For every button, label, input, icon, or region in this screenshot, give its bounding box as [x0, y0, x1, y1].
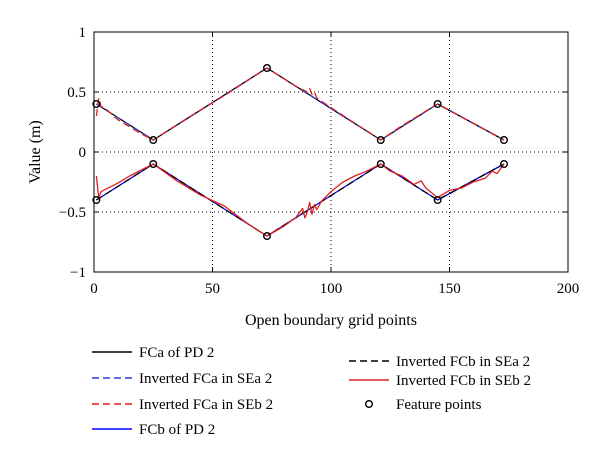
y-tick-label: −1 — [70, 265, 86, 281]
series-line-inverted-fcb-in-sea-2 — [96, 163, 505, 237]
series-line-fca-of-pd-2 — [96, 67, 505, 141]
x-tick-label: 0 — [90, 281, 98, 297]
feature-point — [149, 135, 158, 144]
legend-label: Inverted FCa in SEa 2 — [139, 371, 272, 387]
x-tick-label: 50 — [205, 281, 220, 297]
legend-item-inverted-fcb-in-sea-2: Inverted FCb in SEa 2 — [349, 354, 530, 370]
feature-point — [500, 135, 509, 144]
legend-label: Inverted FCb in SEb 2 — [396, 373, 531, 389]
legend-item-inverted-fca-in-seb-2: Inverted FCa in SEb 2 — [92, 397, 273, 413]
x-axis-label: Open boundary grid points — [245, 312, 417, 329]
series-line-inverted-fcb-in-seb-2 — [95, 163, 505, 237]
legend-label: Inverted FCa in SEb 2 — [139, 397, 273, 413]
legend-item-feature-points: Feature points — [365, 397, 482, 413]
series-group — [92, 63, 509, 240]
y-tick-label: −0.5 — [59, 205, 86, 221]
legend-label: Inverted FCb in SEa 2 — [396, 354, 530, 370]
series-line-inverted-fca-in-sea-2 — [96, 67, 505, 141]
axis-ticks: 0 50 100 150 200 1 0.5 0 −0.5 −1 — [59, 25, 579, 297]
legend-item-inverted-fcb-in-seb-2: Inverted FCb in SEb 2 — [349, 373, 531, 389]
legend-item-fcb-of-pd-2: FCb of PD 2 — [92, 422, 215, 438]
feature-point — [376, 159, 385, 168]
feature-point — [92, 195, 101, 204]
legend-label: FCa of PD 2 — [139, 345, 214, 361]
legend-label: Feature points — [396, 397, 482, 413]
series-line-inverted-fca-in-seb-2 — [95, 67, 505, 141]
x-tick-label: 200 — [557, 281, 580, 297]
series-line-fcb-of-pd-2 — [96, 163, 505, 237]
x-tick-label: 150 — [438, 281, 461, 297]
legend: FCa of PD 2 Inverted FCa in SEa 2 Inverted… — [92, 345, 531, 438]
legend-marker — [365, 400, 374, 409]
feature-point — [149, 159, 158, 168]
feature-point — [376, 135, 385, 144]
legend-label: FCb of PD 2 — [139, 422, 215, 438]
feature-point — [433, 195, 442, 204]
legend-item-fca-of-pd-2: FCa of PD 2 — [92, 345, 214, 361]
feature-point — [92, 99, 101, 108]
feature-point — [263, 63, 272, 72]
legend-item-inverted-fca-in-sea-2: Inverted FCa in SEa 2 — [92, 371, 272, 387]
feature-point — [500, 159, 509, 168]
grid — [94, 32, 568, 272]
x-tick-label: 100 — [320, 281, 343, 297]
y-axis-label: Value (m) — [27, 120, 44, 184]
feature-point — [263, 231, 272, 240]
feature-point — [433, 99, 442, 108]
y-tick-label: 1 — [79, 25, 87, 41]
y-tick-label: 0 — [79, 145, 87, 161]
y-tick-label: 0.5 — [67, 85, 86, 101]
